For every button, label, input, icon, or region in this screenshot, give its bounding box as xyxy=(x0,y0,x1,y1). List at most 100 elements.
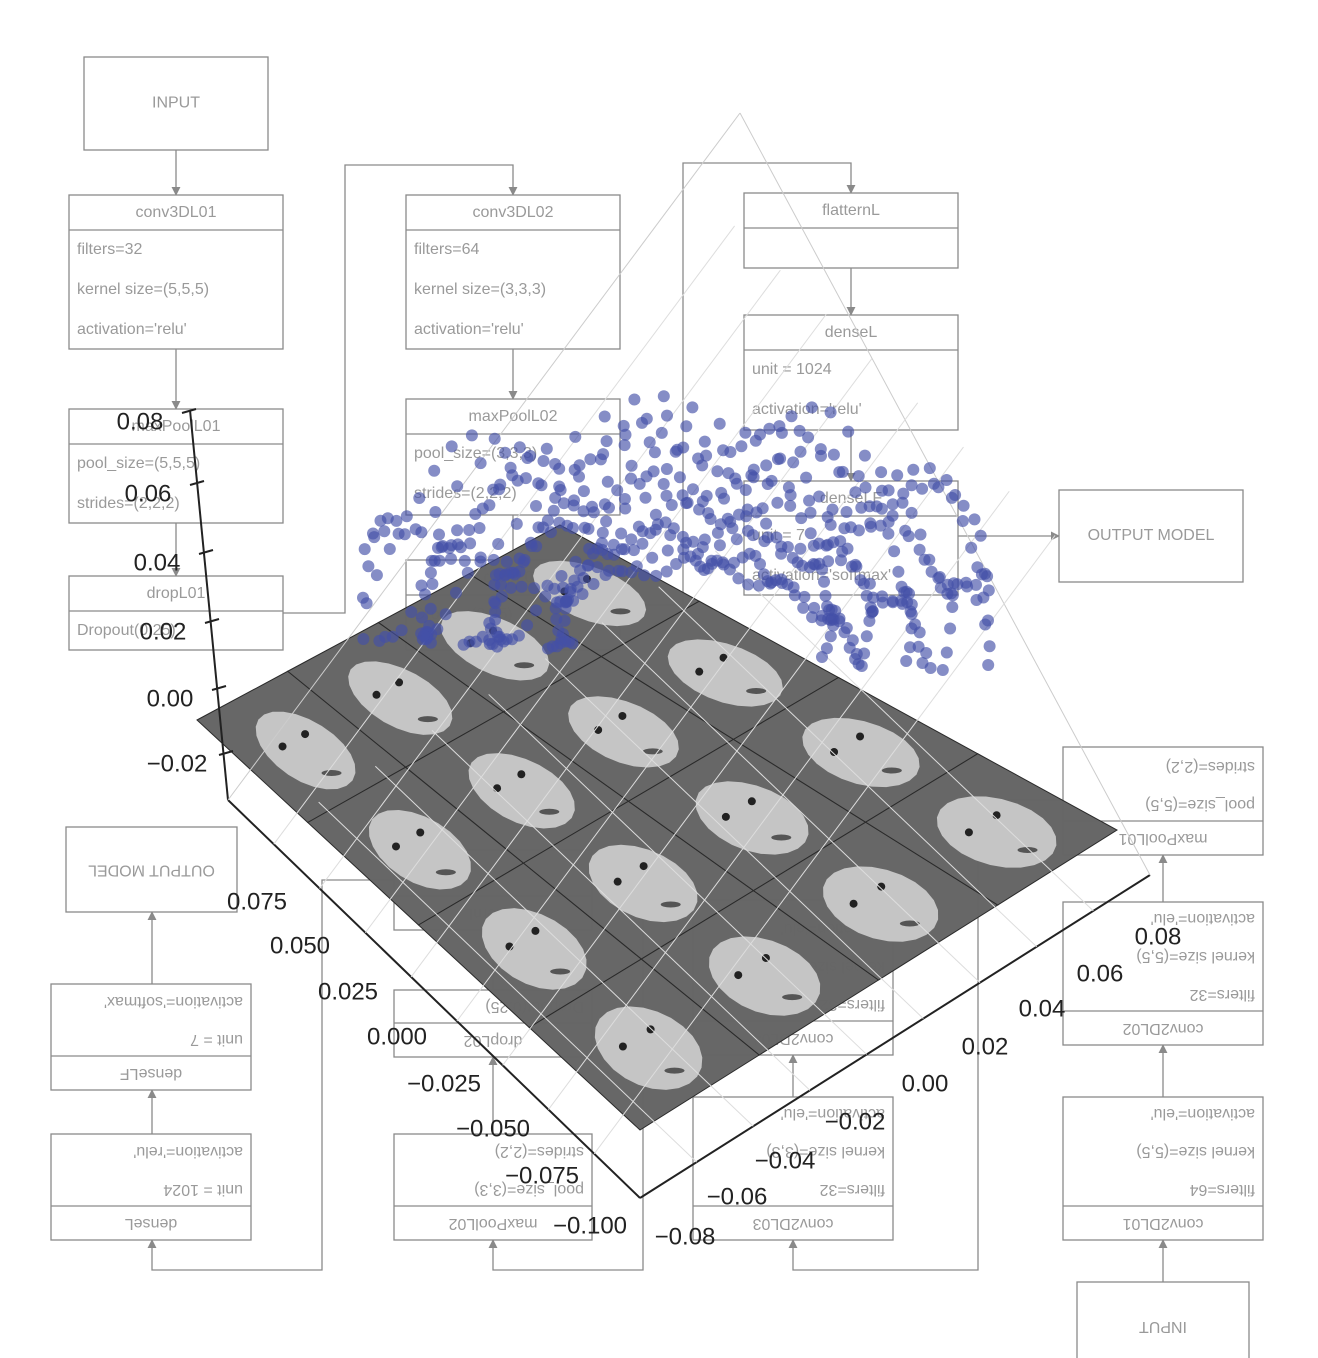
tick-mark xyxy=(204,618,220,624)
point xyxy=(577,485,590,498)
point xyxy=(463,524,476,536)
point xyxy=(373,634,386,647)
point xyxy=(569,555,582,568)
grid-line xyxy=(318,801,698,1163)
point xyxy=(785,410,798,423)
point xyxy=(633,477,646,490)
point xyxy=(673,471,686,484)
axis-line xyxy=(227,112,741,801)
point xyxy=(368,531,381,544)
point xyxy=(426,578,439,590)
point xyxy=(886,595,899,608)
point xyxy=(362,560,375,573)
point xyxy=(435,541,448,554)
point xyxy=(539,590,552,603)
node-param: strides=(2,2,2) xyxy=(77,495,180,512)
z-tick-label: 0.06 xyxy=(125,480,172,507)
node-label: denseL xyxy=(825,324,878,341)
point xyxy=(582,559,595,572)
z-tick-label: 0.00 xyxy=(147,685,194,712)
node-param: kernel size=(5,5) xyxy=(1136,948,1255,965)
node-box xyxy=(1062,901,1264,1046)
point xyxy=(822,555,835,568)
face-eye xyxy=(395,678,404,687)
face-mouth xyxy=(771,834,792,841)
point xyxy=(657,390,670,403)
point xyxy=(625,533,638,546)
point xyxy=(849,486,862,499)
point xyxy=(649,508,662,521)
point xyxy=(763,422,776,435)
point xyxy=(840,506,853,518)
point xyxy=(793,424,806,437)
node-label: conv3DL02 xyxy=(473,204,554,221)
point xyxy=(648,446,661,459)
tick-mark xyxy=(181,408,197,414)
node-param: kernel size=(3,3) xyxy=(766,1143,885,1160)
axes: 0.08 0.06 0.04 0.02 0.00 −0.02 0.075 0.050 0.025… xyxy=(117,112,1181,1250)
point xyxy=(846,634,859,647)
point xyxy=(808,601,821,614)
node-param: Dropout(0.25) xyxy=(77,622,176,639)
node-box xyxy=(743,192,959,269)
node-param: activation='elu' xyxy=(781,1105,885,1122)
y-tick-label: −0.06 xyxy=(707,1183,768,1210)
point xyxy=(949,489,962,501)
point xyxy=(838,522,851,535)
point xyxy=(923,462,936,475)
point xyxy=(451,480,464,493)
face-eye xyxy=(391,842,400,851)
face-eye xyxy=(613,877,622,886)
point xyxy=(378,525,391,538)
point xyxy=(760,459,773,472)
point-cloud xyxy=(357,390,996,676)
point xyxy=(804,506,817,519)
point xyxy=(425,554,438,567)
z-tick-label: −0.02 xyxy=(147,750,208,777)
point xyxy=(618,543,631,556)
x-tick-label: 0.025 xyxy=(318,978,378,1005)
point xyxy=(860,630,873,643)
node-box xyxy=(50,983,252,1091)
point xyxy=(492,538,505,550)
face-eye xyxy=(992,811,1001,820)
point xyxy=(775,540,788,553)
point xyxy=(555,570,568,582)
point xyxy=(692,452,705,465)
point xyxy=(665,499,678,511)
point xyxy=(603,501,615,514)
point xyxy=(891,469,904,482)
point xyxy=(607,538,620,551)
point xyxy=(913,543,926,556)
grid-line xyxy=(374,765,754,1127)
node-param: strides=(2,2) xyxy=(495,1143,584,1160)
node-box xyxy=(68,575,284,651)
point xyxy=(713,539,726,552)
node-param: activation='elu' xyxy=(1151,910,1255,927)
connector xyxy=(147,879,394,1271)
node-param: filters=64 xyxy=(414,241,479,258)
point xyxy=(721,512,734,525)
point xyxy=(577,572,590,584)
grid-line xyxy=(431,729,811,1091)
point xyxy=(782,481,795,494)
face-eye xyxy=(856,732,865,741)
x-tick-label: −0.050 xyxy=(456,1115,530,1142)
point xyxy=(713,417,726,430)
point xyxy=(600,435,613,448)
point xyxy=(542,642,554,655)
point xyxy=(916,482,929,495)
point xyxy=(982,659,995,671)
point xyxy=(617,419,630,432)
node-box xyxy=(405,194,621,350)
point xyxy=(820,642,833,655)
face-mouth xyxy=(642,748,663,755)
point xyxy=(417,629,430,642)
point xyxy=(760,517,773,530)
point xyxy=(858,647,871,660)
point xyxy=(739,426,752,439)
point xyxy=(660,489,673,502)
face-mouth xyxy=(610,608,631,615)
grid-line xyxy=(456,402,919,1022)
point xyxy=(732,572,745,585)
